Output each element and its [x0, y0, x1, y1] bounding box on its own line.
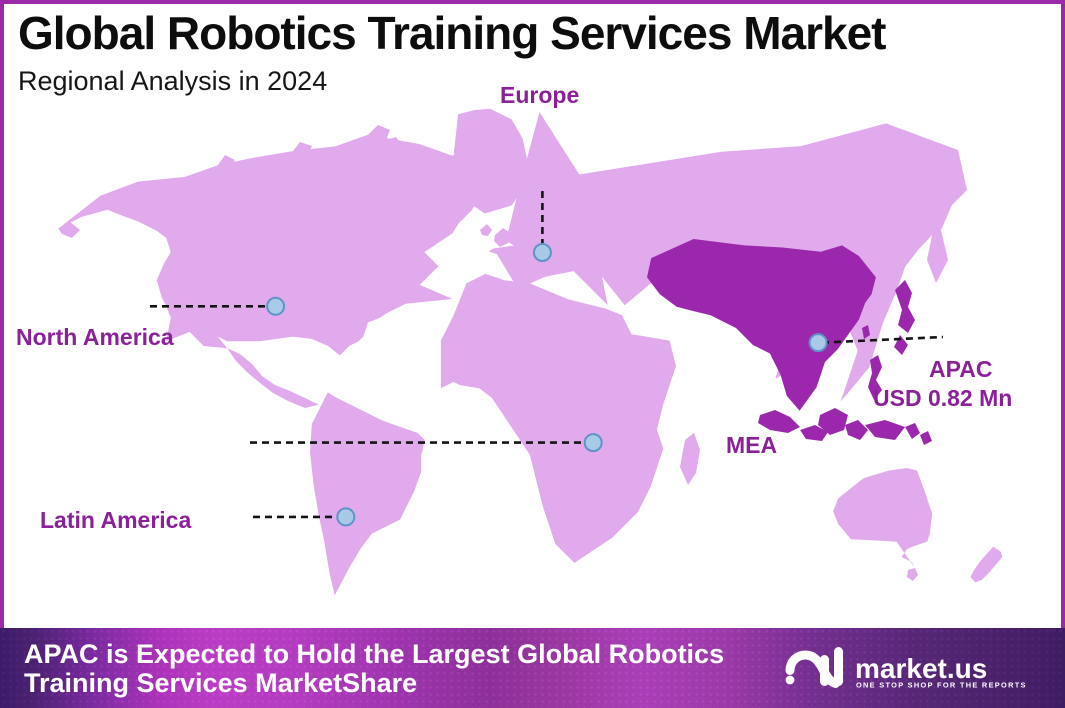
svg-text:ONE STOP SHOP FOR THE REPORTS: ONE STOP SHOP FOR THE REPORTS — [856, 681, 1027, 690]
svg-text:market.us: market.us — [855, 653, 987, 684]
